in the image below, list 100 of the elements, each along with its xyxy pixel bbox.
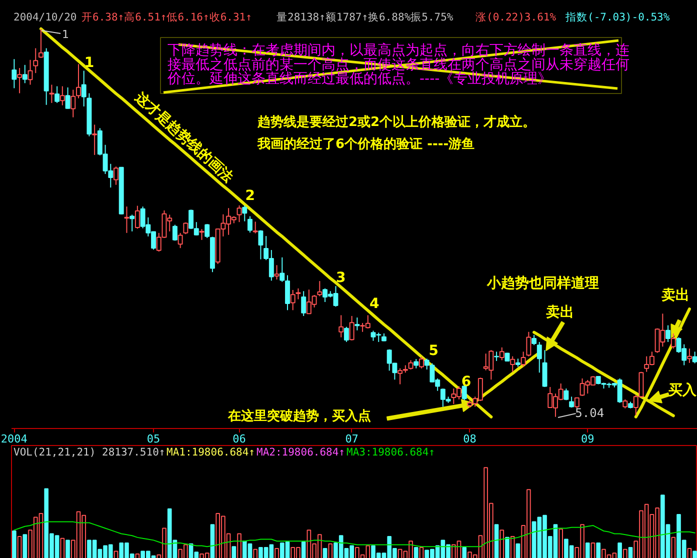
bar (585, 542, 590, 558)
candlestick (317, 280, 322, 297)
candlestick (17, 68, 22, 94)
bar (114, 550, 118, 558)
x-tick-label: 05 (146, 432, 160, 446)
annotation: 3 (336, 270, 346, 286)
candlestick (54, 86, 60, 104)
bar (462, 547, 467, 558)
candlestick (178, 232, 183, 249)
candlestick (242, 204, 248, 222)
candlestick (124, 206, 130, 234)
text: 指数(-7.03)-0.53% (564, 12, 670, 24)
bar (558, 528, 563, 558)
annotation: 4 (370, 296, 380, 312)
candlestick (414, 358, 419, 369)
candlestick (12, 58, 17, 89)
candlestick (296, 288, 301, 300)
bar (253, 548, 258, 558)
text: VOL(21,21,21) 28137.510↑ (14, 446, 166, 458)
candlestick (354, 317, 360, 331)
bar (500, 530, 504, 558)
x-tick-label: 09 (581, 432, 594, 446)
candlestick (526, 331, 532, 357)
text: MA3:19806.684↑ (346, 446, 436, 458)
candlestick (666, 324, 671, 342)
candlestick (692, 351, 697, 364)
candlestick (419, 356, 424, 369)
annotation: 5 (428, 343, 439, 359)
x-tick-label: 08 (463, 432, 476, 446)
candlestick (65, 86, 70, 110)
candlestick (28, 59, 33, 86)
bar (516, 543, 520, 558)
bar (66, 540, 70, 558)
bar (210, 524, 215, 558)
annotation: 1 (62, 28, 70, 41)
annotation: 2 (245, 188, 255, 204)
bar (687, 548, 692, 558)
candlestick (76, 64, 81, 99)
bar (17, 536, 22, 558)
x-tick-label: 06 (232, 432, 246, 446)
candlestick (130, 214, 135, 232)
bar (328, 543, 333, 558)
candlestick (114, 166, 118, 186)
annotation: 卖出 (546, 304, 574, 320)
candlestick (38, 28, 44, 58)
bar (590, 542, 596, 558)
bar (692, 550, 697, 558)
bar (618, 542, 622, 558)
bar (414, 547, 418, 558)
annotation: 小趋势也同样道理 (486, 276, 600, 292)
bar (12, 530, 16, 558)
bar (628, 547, 633, 558)
bar (60, 538, 65, 558)
candlestick (462, 384, 467, 401)
bar (510, 536, 515, 558)
candlestick (236, 204, 242, 223)
annotation: 趋势线是要经过2或2个以上价格验证，才成立。 (256, 114, 536, 130)
candlestick (252, 221, 258, 234)
candlestick (686, 348, 692, 364)
text: 开6.38↑高6.51↑低6.16↑收6.31↑ (82, 10, 252, 24)
bar (22, 534, 28, 558)
annotation: 1 (84, 55, 94, 71)
text: 量28138↑额1787↑换6.88%振5.75% (276, 10, 454, 24)
candlestick (81, 70, 86, 107)
annotation: 这才是趋势线的画法 (131, 88, 237, 186)
candlestick (172, 224, 178, 242)
candlestick (301, 290, 306, 316)
text: MA1:19806.684↑ (166, 446, 256, 458)
bar (232, 546, 236, 558)
candlestick (204, 224, 210, 238)
annotation: 5.04 (575, 406, 604, 420)
annotation: 我画的经过了6个价格的验证 ----游鱼 (256, 136, 475, 152)
candlestick (344, 326, 349, 342)
bar (596, 542, 601, 558)
bar (135, 553, 140, 558)
bar (237, 533, 242, 558)
bar (419, 547, 424, 558)
candlestick (536, 341, 542, 374)
bar (274, 548, 279, 558)
annotation: 卖出 (661, 288, 690, 304)
bar (494, 524, 499, 558)
candlestick (258, 230, 264, 260)
text: 涨(0.22)3.61% (476, 12, 557, 24)
annotation: 买入 (668, 382, 697, 398)
x-tick-label: 2004 (0, 432, 28, 446)
candlestick (338, 314, 344, 338)
candlestick (408, 360, 414, 370)
x-tick-label: 07 (345, 432, 358, 446)
candlestick (92, 124, 98, 156)
text: 2004/10/20 (14, 12, 77, 24)
bar (622, 548, 628, 558)
bar (322, 548, 328, 558)
candlestick (33, 48, 38, 74)
bar (505, 536, 510, 558)
candlestick (290, 289, 296, 311)
annotation: 在这里突破趋势，买入点 (226, 408, 371, 424)
candlestick (349, 315, 354, 341)
candlestick (532, 334, 537, 346)
candlestick (274, 264, 280, 280)
candlestick (499, 346, 504, 361)
